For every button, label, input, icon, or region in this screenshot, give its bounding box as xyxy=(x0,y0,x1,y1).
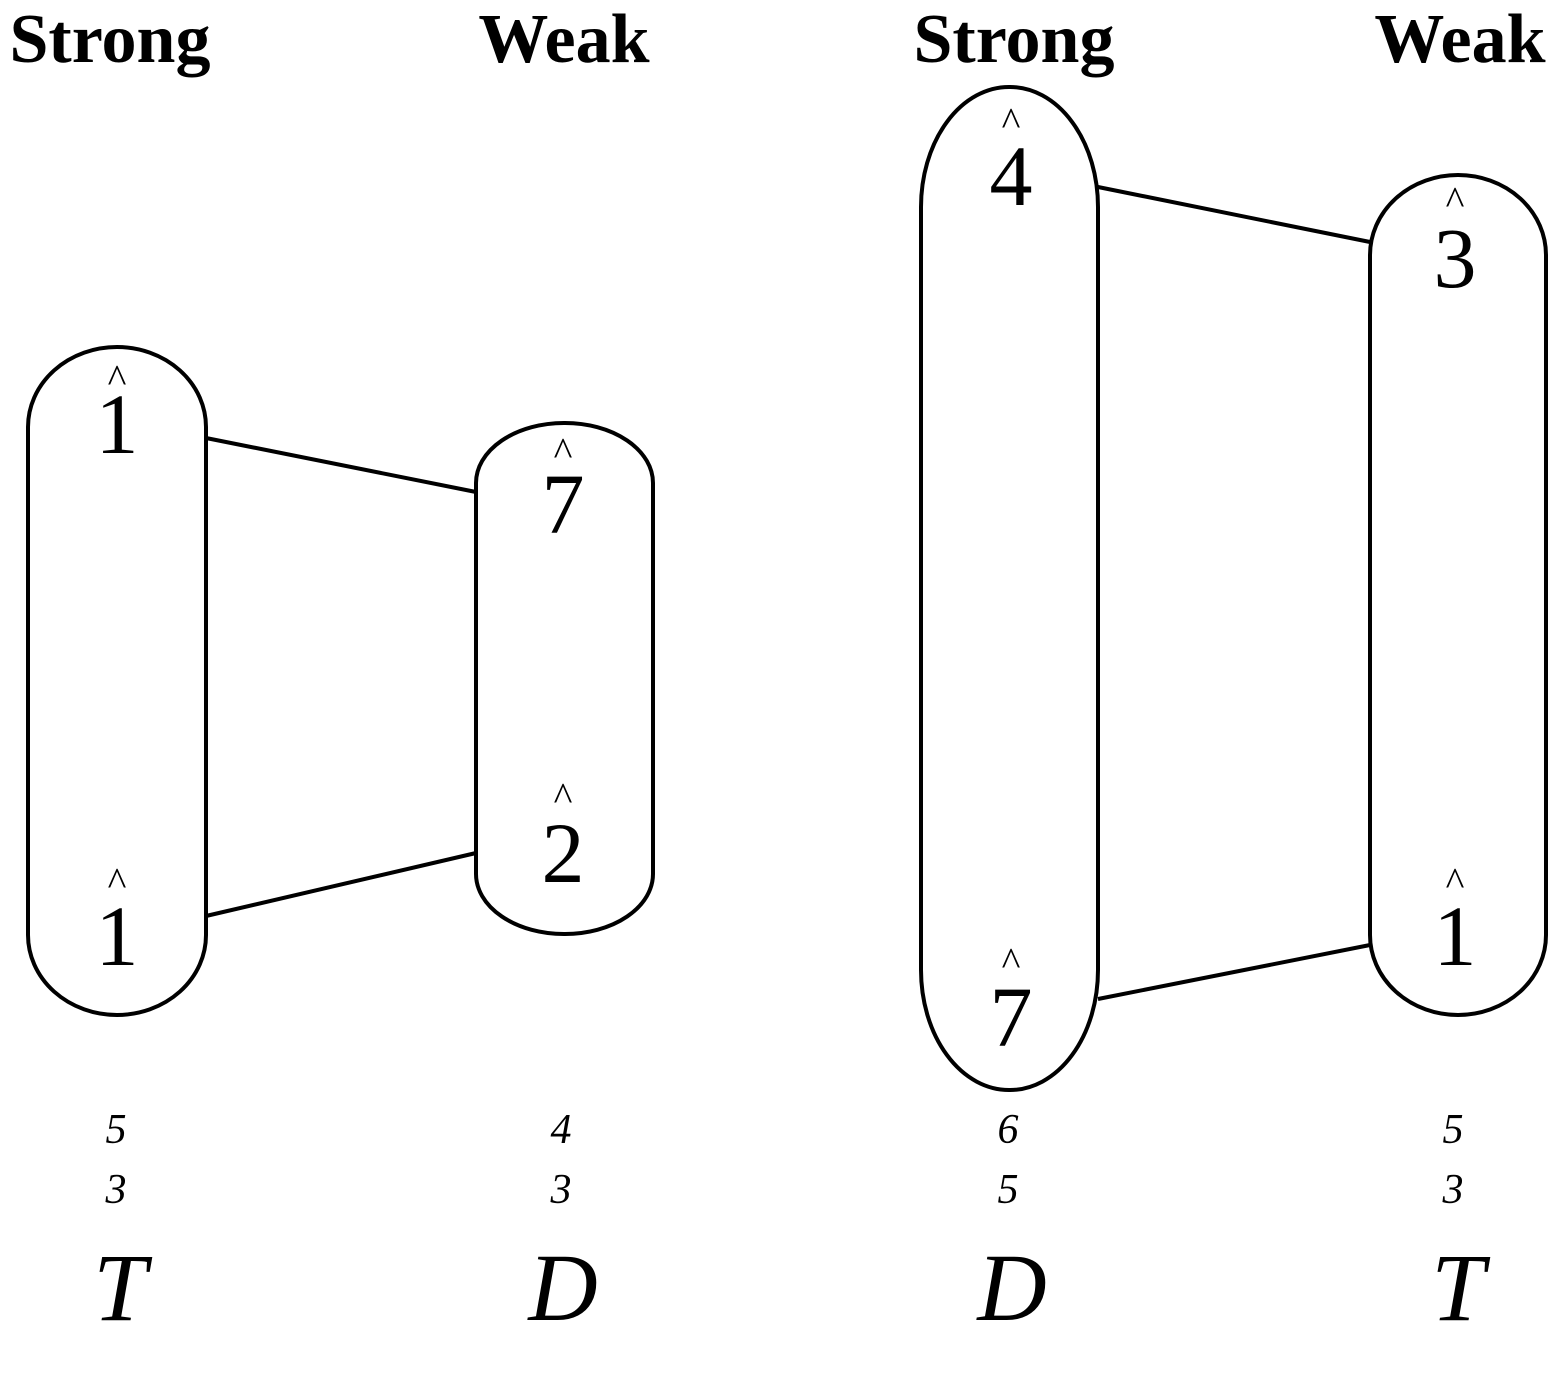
left-strong-figure-bottom: 3 xyxy=(105,1167,127,1213)
left-weak-top-hat: ^ xyxy=(554,429,573,474)
right-weak-header: Weak xyxy=(1374,1,1545,78)
right-strong-header: Strong xyxy=(914,1,1115,78)
left-top-connector xyxy=(205,436,477,494)
left-weak-pill xyxy=(474,421,655,936)
left-strong-top-hat: ^ xyxy=(108,356,127,401)
right-weak-pill xyxy=(1368,173,1548,1017)
left-weak-bottom-hat: ^ xyxy=(554,774,573,819)
left-weak-bottom-degree: 2 xyxy=(542,805,585,901)
right-strong-top-hat: ^ xyxy=(1002,99,1021,144)
left-weak-figure-top: 4 xyxy=(551,1107,572,1153)
left-strong-header: Strong xyxy=(10,1,211,78)
right-weak-top-degree: 3 xyxy=(1434,210,1477,306)
right-top-connector xyxy=(1097,185,1371,244)
right-strong-top-degree: 4 xyxy=(990,128,1033,224)
left-strong-pill xyxy=(26,345,208,1017)
right-strong-function: D xyxy=(975,1234,1046,1341)
right-strong-figure-bottom: 5 xyxy=(998,1167,1019,1213)
left-bottom-connector xyxy=(205,851,477,918)
right-weak-bottom-hat: ^ xyxy=(1446,859,1465,904)
left-strong-figure-top: 5 xyxy=(106,1107,127,1153)
right-group: Strong Weak ^ 4 ^ 7 ^ 3 ^ 1 6 5 5 3 D T xyxy=(914,1,1548,1341)
left-weak-top-degree: 7 xyxy=(542,456,585,552)
right-strong-bottom-hat: ^ xyxy=(1002,939,1021,984)
left-strong-bottom-hat: ^ xyxy=(108,859,127,904)
left-strong-function: T xyxy=(93,1234,153,1341)
left-weak-figure-bottom: 3 xyxy=(550,1167,572,1213)
left-strong-top-degree: 1 xyxy=(96,376,139,472)
right-strong-bottom-degree: 7 xyxy=(990,969,1033,1065)
left-group: Strong Weak ^ 1 ^ 1 ^ 7 ^ 2 5 3 4 3 T D xyxy=(10,1,655,1341)
right-weak-figure-bottom: 3 xyxy=(1442,1167,1464,1213)
left-weak-header: Weak xyxy=(478,1,649,78)
right-strong-pill xyxy=(919,85,1100,1092)
left-weak-function: D xyxy=(526,1234,597,1341)
right-weak-function: T xyxy=(1431,1234,1491,1341)
right-weak-figure-top: 5 xyxy=(1443,1107,1464,1153)
right-strong-figure-top: 6 xyxy=(998,1107,1019,1153)
right-weak-bottom-degree: 1 xyxy=(1434,888,1477,984)
left-strong-bottom-degree: 1 xyxy=(96,888,139,984)
right-bottom-connector xyxy=(1097,943,1371,1001)
right-weak-top-hat: ^ xyxy=(1446,178,1465,223)
